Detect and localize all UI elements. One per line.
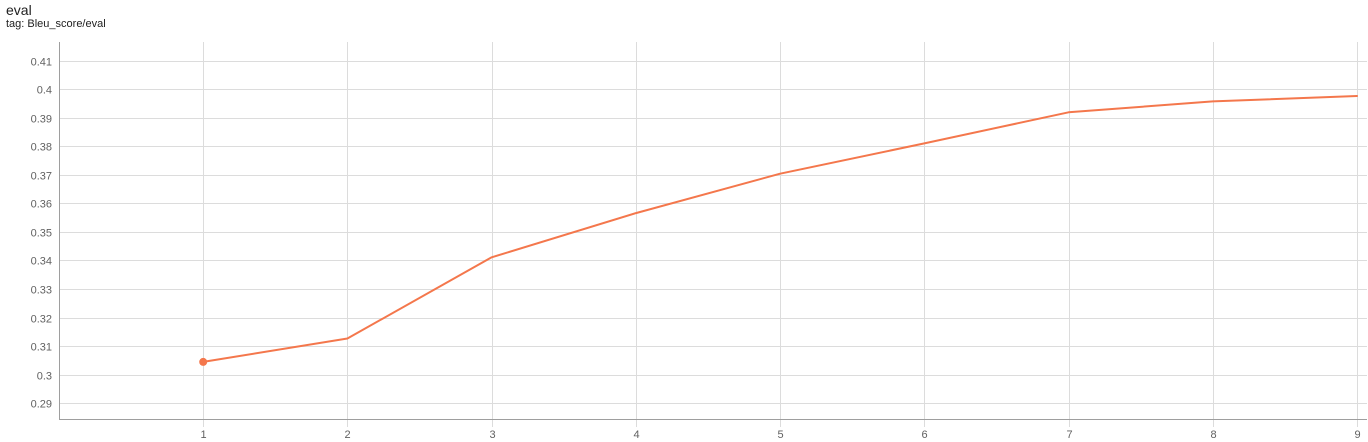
y-tick-label: 0.3 [37, 371, 52, 383]
chart-header: eval tag: Bleu_score/eval [6, 2, 106, 31]
y-gridlines [59, 61, 1367, 404]
y-tick-label: 0.41 [31, 57, 52, 69]
x-tick-label: 8 [1210, 429, 1216, 441]
series-layer [199, 95, 1358, 366]
y-tick-label: 0.29 [31, 399, 52, 411]
y-tick-label: 0.33 [31, 285, 52, 297]
x-tick-label: 4 [633, 429, 639, 441]
x-tick-label: 3 [489, 429, 495, 441]
x-tick-label: 5 [777, 429, 783, 441]
series-line[interactable] [202, 95, 1358, 363]
y-tick-labels: 0.29 0.3 0.31 0.32 0.33 0.34 0.35 0.36 0.37 0.38 0… [31, 57, 52, 411]
y-tick-label: 0.37 [31, 171, 52, 183]
x-tick-label: 6 [921, 429, 927, 441]
y-tick-label: 0.38 [31, 142, 52, 154]
series-start-marker[interactable] [199, 357, 208, 366]
chart-title: eval [6, 2, 32, 18]
y-tick-label: 0.31 [31, 342, 52, 354]
x-tick-label: 9 [1354, 429, 1360, 441]
chart-axes [59, 42, 1367, 420]
y-tick-label: 0.34 [31, 256, 52, 268]
y-tick-label: 0.4 [37, 85, 52, 97]
x-tick-labels: 1 2 3 4 5 6 7 8 9 [200, 429, 1360, 441]
x-gridlines [203, 42, 1358, 427]
x-tick-label: 1 [200, 429, 206, 441]
x-tick-label: 7 [1066, 429, 1072, 441]
y-tick-label: 0.32 [31, 314, 52, 326]
y-tick-label: 0.35 [31, 228, 52, 240]
chart-tag-label: tag: Bleu_score/eval [6, 18, 106, 30]
y-tick-label: 0.39 [31, 114, 52, 126]
y-tick-label: 0.36 [31, 199, 52, 211]
x-tick-label: 2 [344, 429, 350, 441]
